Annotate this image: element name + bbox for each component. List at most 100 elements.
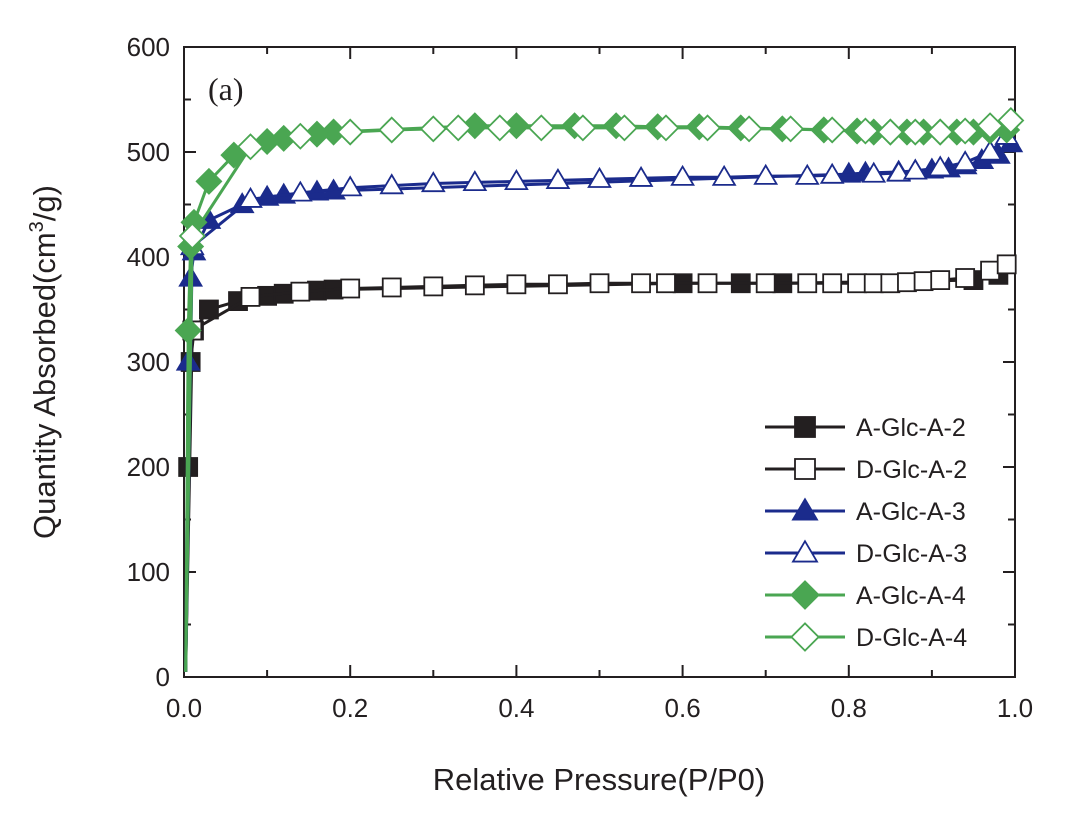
- x-tick-label: 1.0: [997, 693, 1033, 723]
- data-point: [286, 122, 314, 150]
- legend-item: D-Glc-A-4: [765, 622, 967, 652]
- x-tick-label: 0.4: [498, 693, 534, 723]
- data-point: [238, 186, 263, 208]
- legend-label: D-Glc-A-4: [856, 624, 967, 652]
- data-point: [711, 164, 737, 186]
- data-point: [464, 275, 485, 296]
- data-point: [819, 162, 845, 184]
- legend-marker: [791, 497, 819, 521]
- data-point: [861, 161, 887, 183]
- data-point: [822, 273, 843, 294]
- data-point: [818, 116, 846, 144]
- data-point: [337, 175, 363, 197]
- data-point: [777, 115, 805, 143]
- x-tick-label: 0.8: [831, 693, 867, 723]
- data-point: [420, 171, 446, 193]
- legend-label: D-Glc-A-2: [856, 456, 967, 484]
- legend-marker: [791, 539, 819, 563]
- data-point: [381, 277, 402, 298]
- y-tick-label: 0: [156, 662, 170, 692]
- data-point: [926, 118, 954, 146]
- data-point: [902, 158, 928, 180]
- data-point: [927, 155, 953, 177]
- data-point: [631, 273, 651, 294]
- data-point: [753, 163, 779, 185]
- legend-item: D-Glc-A-2: [765, 456, 967, 484]
- series-layer: [174, 106, 1025, 672]
- data-point: [951, 117, 979, 145]
- legend-item: A-Glc-A-4: [765, 580, 966, 610]
- data-point: [486, 114, 514, 142]
- legend-label: A-Glc-A-2: [856, 414, 966, 442]
- data-point: [755, 273, 776, 294]
- data-point: [506, 274, 527, 295]
- data-point: [652, 114, 680, 142]
- data-point: [290, 281, 311, 302]
- legend-item: A-Glc-A-3: [765, 497, 966, 526]
- legend-marker: [794, 458, 816, 480]
- legend-marker: [790, 580, 820, 610]
- data-point: [287, 180, 313, 202]
- data-point: [240, 286, 261, 307]
- data-point: [897, 272, 917, 293]
- data-point: [656, 273, 676, 294]
- data-point: [955, 268, 976, 288]
- data-point: [980, 260, 1000, 281]
- y-axis-title-end: /g): [27, 185, 62, 221]
- data-point: [997, 106, 1025, 135]
- data-point: [178, 222, 206, 250]
- y-tick-label: 600: [127, 32, 170, 62]
- legend-label: D-Glc-A-3: [856, 540, 967, 568]
- y-tick-label: 100: [127, 557, 170, 587]
- series-d-glc-a-2: [182, 254, 1017, 672]
- data-point: [589, 273, 610, 294]
- data-point: [379, 173, 405, 195]
- x-tick-label: 0.0: [166, 693, 202, 723]
- data-point: [880, 273, 901, 294]
- axes: 0.0 0.2 0.4 0.6 0.8 1.0 0 100 200 300 400 500 600: [127, 32, 1033, 723]
- panel-label: (a): [208, 71, 244, 107]
- data-point: [886, 160, 912, 182]
- legend-marker: [794, 416, 816, 438]
- data-point: [797, 273, 818, 294]
- data-point: [336, 118, 364, 146]
- data-point: [996, 254, 1017, 275]
- data-point: [444, 114, 472, 142]
- data-point: [913, 271, 934, 292]
- legend-label: A-Glc-A-3: [856, 498, 966, 526]
- data-point: [876, 118, 904, 146]
- data-point: [569, 114, 597, 142]
- y-axis-title: Quantity Absorbed(cm3/g): [26, 185, 62, 539]
- data-point: [527, 114, 555, 142]
- data-point: [174, 316, 202, 345]
- y-axis-title-main: Quantity Absorbed(cm: [27, 232, 62, 539]
- data-point: [199, 299, 219, 320]
- data-point: [847, 273, 868, 294]
- data-point: [340, 278, 361, 299]
- legend-item: D-Glc-A-3: [765, 539, 967, 568]
- x-tick-label: 0.2: [332, 693, 368, 723]
- data-point: [462, 170, 488, 192]
- legend-label: A-Glc-A-4: [856, 582, 966, 610]
- data-point: [628, 165, 654, 187]
- data-point: [794, 163, 820, 185]
- data-point: [423, 276, 444, 297]
- data-point: [587, 166, 612, 188]
- y-tick-label: 300: [127, 347, 170, 377]
- data-point: [419, 115, 447, 143]
- series-d-glc-a-4: [178, 106, 1025, 672]
- x-tick-label: 0.6: [665, 693, 701, 723]
- y-axis-title-superscript: 3: [26, 221, 48, 232]
- data-point: [195, 167, 223, 195]
- data-point: [378, 116, 406, 144]
- data-point: [504, 169, 529, 190]
- data-point: [952, 150, 978, 172]
- legend-marker: [790, 622, 820, 652]
- data-point: [697, 273, 718, 294]
- y-tick-label: 500: [127, 137, 170, 167]
- data-point: [548, 274, 568, 295]
- data-point: [851, 117, 879, 145]
- x-axis-title: Relative Pressure(P/P0): [433, 762, 766, 797]
- data-point: [977, 139, 1003, 161]
